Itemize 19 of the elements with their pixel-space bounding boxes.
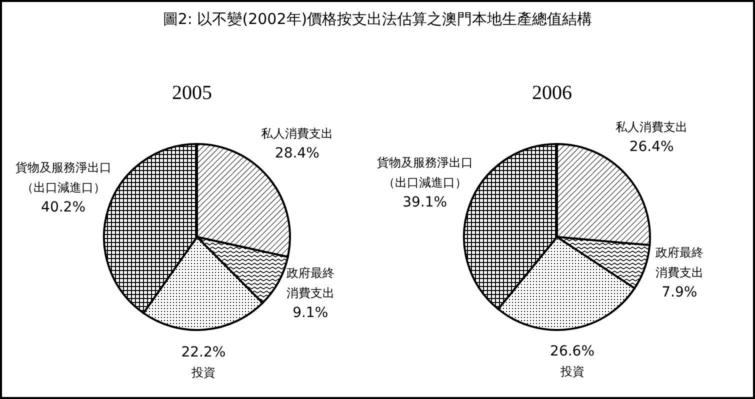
slice-label: 私人消費支出: [261, 126, 334, 140]
slice-label: 貨物及服務淨出口（出口減進口）: [15, 160, 112, 194]
data-label: 22.2%: [181, 344, 226, 361]
chart-title: 2006: [531, 82, 573, 105]
data-label: 28.4%: [274, 145, 320, 162]
data-label: 26.6%: [550, 343, 595, 360]
data-label: 40.2%: [41, 199, 86, 216]
text: 圖2: 以不變(2002年)價格按支出法估算之澳門本地生產總值結構: [162, 10, 594, 29]
slice-label: 貨物及服務淨出口（出口減進口）: [376, 156, 473, 190]
data-label: 9.1%: [292, 304, 328, 321]
data-label: 26.4%: [629, 138, 674, 155]
data-label: 7.9%: [662, 284, 698, 301]
slice-label: 私人消費支出: [616, 120, 688, 134]
slice-label: 投資: [190, 366, 216, 380]
slice-label: 政府最終消費支出: [655, 246, 704, 280]
data-label: 39.1%: [402, 194, 448, 211]
chart-subtitle: 2005: [171, 82, 213, 105]
slice-label: 政府最終消費支出: [286, 266, 334, 300]
slice-label: 投資: [559, 364, 584, 378]
